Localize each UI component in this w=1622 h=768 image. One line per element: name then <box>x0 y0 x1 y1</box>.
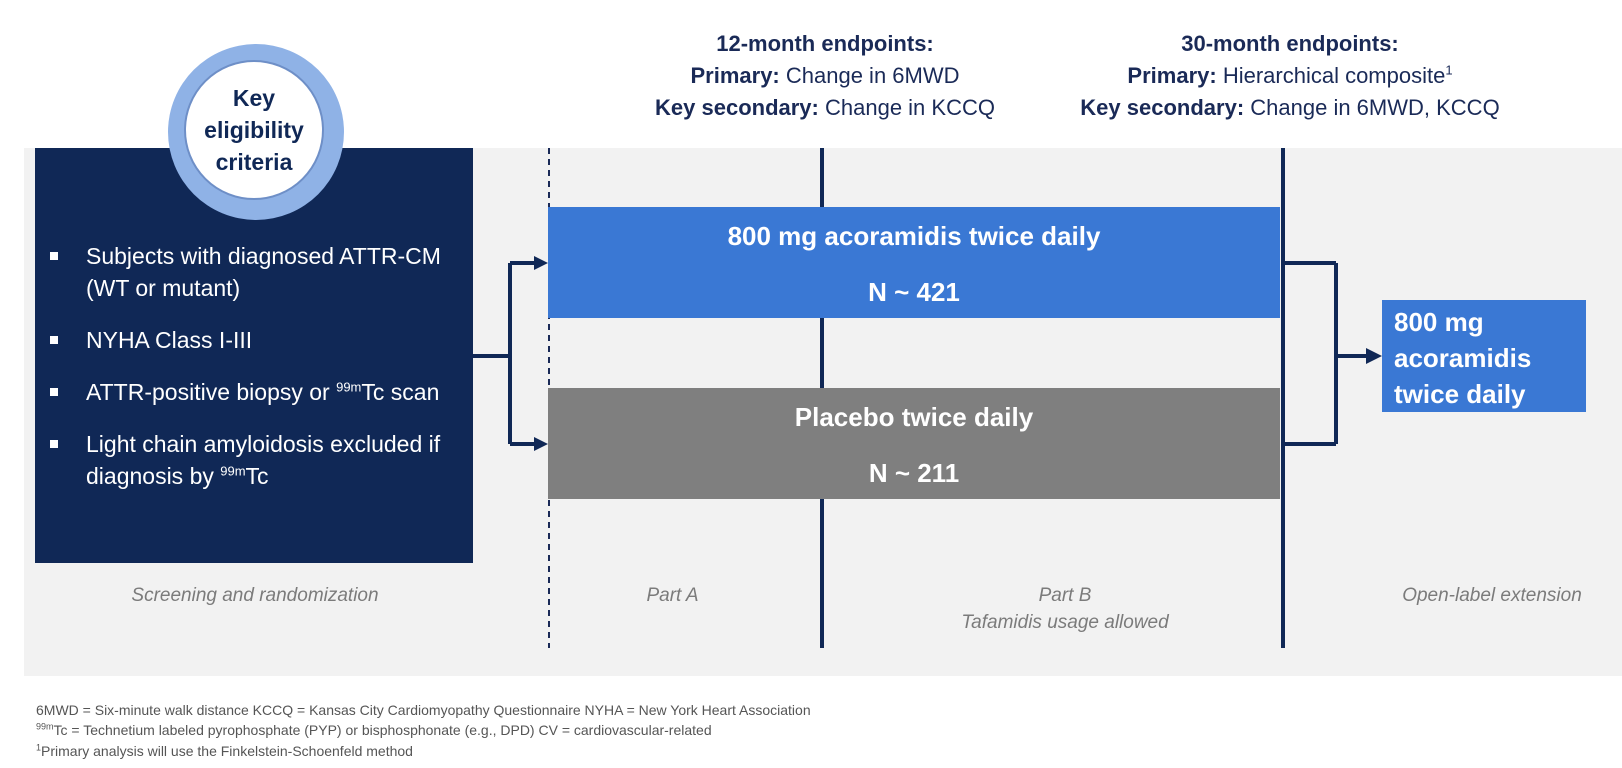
phase-part-b-note: Tafamidis usage allowed <box>961 612 1169 633</box>
endpoints-30-month: 30-month endpoints: Primary: Hierarchica… <box>1040 28 1540 124</box>
extension-line-1: 800 mg <box>1394 307 1484 337</box>
eligibility-list: Subjects with diagnosed ATTR-CM (WT or m… <box>50 240 470 512</box>
extension-box: 800 mg acoramidis twice daily <box>1382 300 1586 412</box>
endpoints-12-title: 12-month endpoints: <box>716 31 934 56</box>
randomization-split-connector <box>473 261 536 446</box>
eligibility-item: ATTR-positive biopsy or 99mTc scan <box>50 376 470 408</box>
endpoints-30-secondary-value: Change in 6MWD, KCCQ <box>1244 95 1500 120</box>
placebo-arm-bar: Placebo twice daily N ~ 211 <box>548 388 1280 499</box>
active-arm-name: 800 mg acoramidis twice daily <box>727 221 1101 251</box>
endpoints-30-secondary-label: Key secondary: <box>1080 95 1245 120</box>
phase-extension-label: Open-label extension <box>1402 585 1582 606</box>
endpoints-30-primary-value: Hierarchical composite <box>1216 63 1446 88</box>
phase-part-b-label: Part B <box>1038 585 1092 606</box>
endpoints-12-primary-value: Change in 6MWD <box>779 63 960 88</box>
phase-screening-label: Screening and randomization <box>131 585 379 606</box>
extension-line-2: acoramidis <box>1394 343 1532 373</box>
eligibility-badge: Key eligibility criteria <box>184 60 324 200</box>
eligibility-item: Light chain amyloidosis excluded if diag… <box>50 428 470 492</box>
phase-part-a-label: Part A <box>646 585 699 606</box>
footnote-primary-analysis: 1Primary analysis will use the Finkelste… <box>36 742 413 759</box>
endpoints-12-secondary-label: Key secondary: <box>655 95 819 120</box>
extension-merge-connector <box>1283 261 1368 446</box>
arrow-to-active-icon <box>534 256 548 270</box>
bullet-icon <box>50 388 58 396</box>
badge-line-2: eligibility <box>204 117 304 143</box>
bullet-icon <box>50 336 58 344</box>
active-arm-bar: 800 mg acoramidis twice daily N ~ 421 <box>548 207 1280 318</box>
bullet-icon <box>50 440 58 448</box>
extension-line-3: twice daily <box>1394 379 1526 409</box>
bullet-icon <box>50 252 58 260</box>
endpoints-12-primary-label: Primary: <box>690 63 780 88</box>
footnote-abbreviations: 6MWD = Six-minute walk distance KCCQ = K… <box>36 702 811 718</box>
badge-line-3: criteria <box>215 149 293 175</box>
endpoints-12-secondary-value: Change in KCCQ <box>818 95 995 120</box>
endpoints-30-title: 30-month endpoints: <box>1181 31 1399 56</box>
endpoints-30-primary-label: Primary: <box>1127 63 1217 88</box>
eligibility-item: NYHA Class I-III <box>50 324 470 356</box>
placebo-arm-n: N ~ 211 <box>868 458 960 488</box>
footnote-technetium: 99mTc = Technetium labeled pyrophosphate… <box>36 721 712 738</box>
arrow-to-extension-icon <box>1366 348 1382 364</box>
endpoints-30-footnote-marker: 1 <box>1445 62 1453 78</box>
eligibility-item: Subjects with diagnosed ATTR-CM (WT or m… <box>50 240 470 304</box>
endpoints-12-month: 12-month endpoints: Primary: Change in 6… <box>580 28 1070 124</box>
active-arm-n: N ~ 421 <box>868 277 960 307</box>
badge-line-1: Key <box>232 85 276 111</box>
phase-part-b: Part B Tafamidis usage allowed <box>920 582 1210 636</box>
placebo-arm-name: Placebo twice daily <box>794 402 1034 432</box>
arrow-to-placebo-icon <box>534 437 548 451</box>
